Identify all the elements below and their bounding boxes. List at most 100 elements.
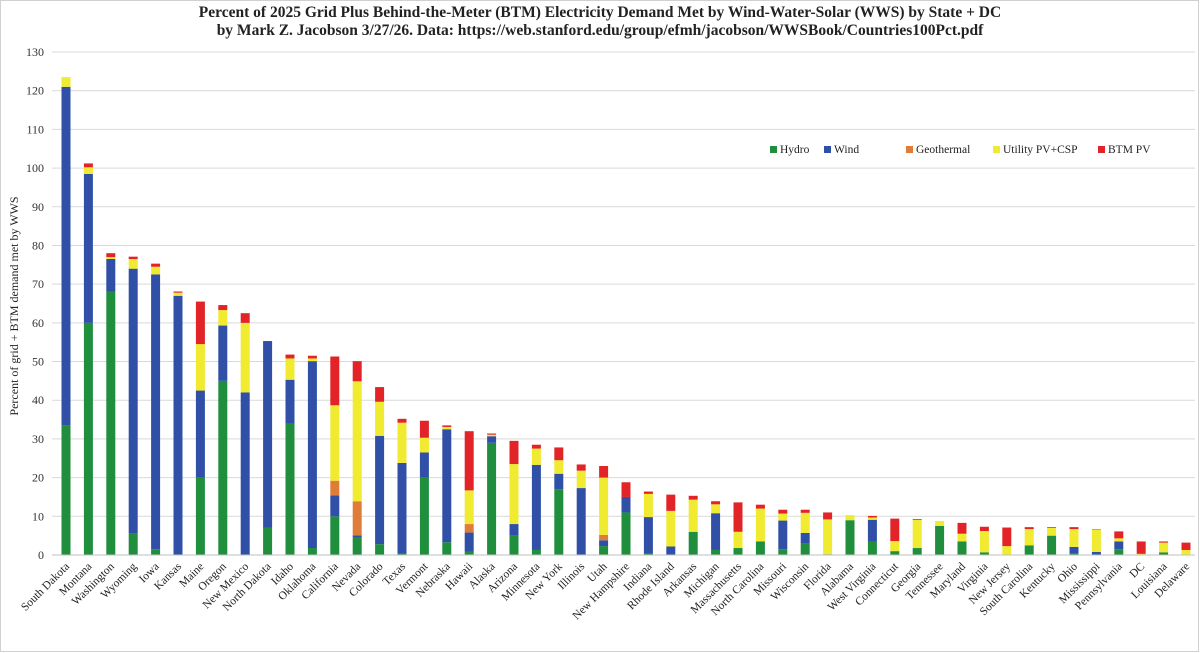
bar-segment — [599, 546, 609, 555]
bar-segment — [83, 173, 93, 323]
bar-segment — [621, 512, 631, 555]
bar-segment — [397, 553, 407, 555]
bar-segment — [1069, 553, 1079, 555]
bar-segment — [800, 532, 810, 544]
bar-segment — [554, 447, 564, 461]
bar-segment — [83, 163, 93, 168]
bar-segment — [375, 435, 385, 545]
bar-segment — [733, 502, 743, 532]
y-tick-label: 100 — [26, 161, 44, 175]
bar-segment — [576, 464, 586, 471]
bar-segment — [688, 499, 698, 532]
bar-segment — [1114, 549, 1124, 555]
bar-segment — [195, 477, 205, 555]
bar-segment — [554, 460, 564, 474]
legend-label: Wind — [834, 144, 859, 156]
bar-segment — [106, 253, 116, 258]
bar-segment — [1002, 546, 1012, 555]
y-tick-label: 90 — [32, 200, 44, 214]
bar-segment — [509, 440, 519, 465]
bar-segment — [531, 444, 541, 449]
bar-segment — [755, 504, 765, 509]
bar-segment — [106, 291, 116, 555]
bar-segment — [733, 531, 743, 549]
bar-segment — [778, 513, 788, 521]
bar-segment — [128, 259, 138, 269]
bar-segment — [330, 516, 340, 555]
bar-segment — [218, 310, 228, 326]
bar-segment — [263, 341, 273, 528]
bar-segment — [218, 325, 228, 381]
bar-segment — [1159, 542, 1169, 553]
bar-segment — [666, 546, 676, 555]
bar-segment — [778, 549, 788, 555]
bar-segment — [1136, 541, 1146, 554]
bar-segment — [285, 358, 295, 380]
bar-segment — [442, 426, 452, 430]
y-tick-label: 50 — [32, 355, 44, 369]
bar-segment — [307, 355, 317, 359]
bar-segment — [531, 549, 541, 555]
bar-segment — [599, 466, 609, 478]
bar-segment — [509, 464, 519, 525]
bar-segment — [778, 509, 788, 514]
bar-segment — [352, 361, 362, 382]
bar-segment — [890, 518, 900, 542]
bar-segment — [375, 387, 385, 402]
y-tick-label: 120 — [26, 84, 44, 98]
bar-segment — [375, 544, 385, 555]
bar-segment — [352, 501, 362, 536]
bar-segment — [867, 519, 877, 542]
bar-segment — [61, 86, 71, 426]
bar-segment — [733, 548, 743, 555]
legend-swatch — [1098, 146, 1105, 153]
bar-segment — [711, 549, 721, 555]
bar-segment — [397, 462, 407, 554]
bar-segment — [800, 543, 810, 555]
bar-segment — [330, 480, 340, 496]
bar-segment — [151, 263, 161, 267]
bar-segment — [464, 551, 474, 555]
bar-segment — [599, 540, 609, 547]
bar-segment — [128, 533, 138, 555]
bar-segment — [419, 477, 429, 555]
bar-segment — [173, 291, 183, 293]
bar-segment — [845, 520, 855, 555]
bar-segment — [531, 464, 541, 550]
y-axis-ticks: 0 10 20 30 40 50 60 70 80 90 100 110 120 130 — [26, 45, 44, 562]
bar-segment — [957, 522, 967, 534]
bar-segment — [1114, 531, 1124, 539]
bar-segment — [83, 167, 93, 174]
legend-label: BTM PV — [1108, 144, 1151, 156]
bar-segment — [935, 520, 945, 526]
bar-segment — [554, 473, 564, 490]
y-tick-label: 60 — [32, 316, 44, 330]
bar-segment — [867, 541, 877, 555]
y-axis-label: Percent of grid + BTM demand met by WWS — [7, 196, 21, 415]
bar-segment — [352, 535, 362, 538]
bar-segment — [845, 515, 855, 521]
bar-segment — [442, 429, 452, 543]
bar-segment — [1181, 542, 1191, 550]
bar-segment — [464, 490, 474, 525]
bar-segment — [643, 493, 653, 518]
y-tick-label: 20 — [32, 471, 44, 485]
bar-segment — [151, 266, 161, 275]
bar-segment — [621, 496, 631, 513]
bar-segment — [1114, 538, 1124, 542]
bar-segment — [935, 525, 945, 555]
bar-segment — [621, 482, 631, 497]
x-axis-categories: South DakotaMontanaWashingtonWyomingIowa… — [19, 560, 1192, 622]
bar-segment — [979, 531, 989, 553]
bar-segment — [711, 513, 721, 550]
bar-segment — [1091, 529, 1101, 552]
bar-segment — [688, 495, 698, 500]
bar-segment — [285, 354, 295, 359]
bar-segment — [1002, 527, 1012, 547]
bar-segment — [1069, 546, 1079, 554]
bar-segment — [509, 524, 519, 536]
bar-segment — [195, 344, 205, 391]
y-tick-label: 70 — [32, 277, 44, 291]
bar-segment — [61, 425, 71, 555]
